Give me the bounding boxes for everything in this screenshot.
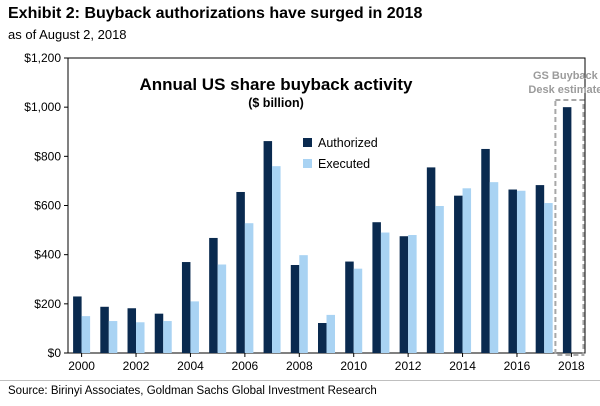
bar-authorized-2004	[181, 262, 191, 353]
bar-executed-2006	[244, 223, 254, 353]
bar-authorized-2016	[508, 189, 517, 353]
annotation-line-1: GS Buyback	[533, 70, 599, 82]
bar-authorized-2009	[318, 323, 327, 353]
x-tick-label: 2006	[232, 359, 259, 373]
bar-authorized-2014	[454, 195, 463, 353]
x-tick-label: 2018	[558, 359, 585, 373]
chart-subtitle: ($ billion)	[248, 96, 304, 110]
y-tick-label: $1,000	[24, 100, 61, 114]
x-tick-label: 2008	[286, 359, 313, 373]
y-tick-label: $200	[34, 297, 61, 311]
bar-executed-2015	[489, 182, 499, 353]
x-tick-label: 2014	[449, 359, 476, 373]
y-tick-label: $400	[34, 248, 61, 262]
y-tick-label: $1,200	[24, 51, 61, 65]
legend-swatch-executed	[303, 159, 312, 168]
estimate-dashed-box	[554, 99, 585, 356]
bar-executed-2001	[108, 321, 118, 353]
bar-executed-2014	[462, 188, 472, 353]
y-tick-label: $800	[34, 149, 61, 163]
x-tick-label: 2000	[68, 359, 95, 373]
legend-label-executed: Executed	[318, 157, 370, 171]
bar-executed-2016	[516, 190, 526, 353]
legend-label-authorized: Authorized	[318, 136, 378, 150]
bar-authorized-2007	[263, 141, 273, 353]
bar-executed-2004	[190, 301, 199, 353]
y-tick-label: $600	[34, 199, 61, 213]
chart-bars	[73, 107, 572, 354]
bar-executed-2005	[217, 264, 227, 353]
bar-executed-2007	[272, 166, 281, 353]
footer-divider	[0, 380, 600, 381]
bar-authorized-2013	[426, 167, 436, 353]
bar-authorized-2003	[154, 313, 164, 353]
exhibit-title: Exhibit 2: Buyback authorizations have s…	[8, 5, 423, 22]
bar-authorized-2006	[236, 191, 245, 353]
bar-authorized-2015	[481, 148, 490, 353]
bar-authorized-2001	[100, 306, 109, 353]
x-tick-label: 2004	[177, 359, 204, 373]
bar-authorized-2011	[372, 222, 381, 353]
chart-axes: $0 $200 $400 $600 $800 $1,000 $1,200 2000 2002 20…	[24, 51, 586, 373]
x-tick-label: 2012	[395, 359, 422, 373]
bar-executed-2008	[299, 255, 308, 353]
bar-executed-2010	[353, 268, 363, 353]
plot-frame	[67, 57, 586, 354]
bar-executed-2002	[136, 322, 145, 353]
y-tick-label: $0	[48, 346, 62, 360]
bar-executed-2003	[163, 321, 172, 353]
bar-executed-2017	[544, 203, 553, 353]
bar-authorized-2018	[562, 107, 572, 354]
bar-authorized-2008	[290, 264, 300, 353]
source-note: Source: Birinyi Associates, Goldman Sach…	[8, 385, 377, 397]
exhibit-subtitle: as of August 2, 2018	[8, 27, 127, 42]
legend-swatch-authorized	[303, 138, 312, 147]
chart-title: Annual US share buyback activity	[139, 75, 413, 94]
estimate-annotation: GS Buyback Desk estimate	[528, 70, 600, 356]
bar-authorized-2005	[209, 237, 218, 353]
annotation-line-2: Desk estimate	[528, 84, 600, 96]
bar-executed-2000	[81, 316, 91, 353]
bar-authorized-2002	[127, 308, 137, 353]
bar-executed-2013	[435, 205, 444, 353]
bar-authorized-2017	[535, 185, 545, 353]
x-tick-label: 2010	[340, 359, 367, 373]
bar-authorized-2000	[73, 296, 82, 353]
bar-executed-2009	[326, 314, 335, 353]
bar-authorized-2012	[399, 236, 409, 353]
x-tick-label: 2002	[123, 359, 150, 373]
bar-executed-2011	[380, 232, 390, 353]
bar-executed-2012	[408, 235, 417, 353]
chart-legend: Authorized Executed	[303, 136, 378, 171]
x-tick-label: 2016	[504, 359, 531, 373]
bar-authorized-2010	[345, 261, 354, 353]
